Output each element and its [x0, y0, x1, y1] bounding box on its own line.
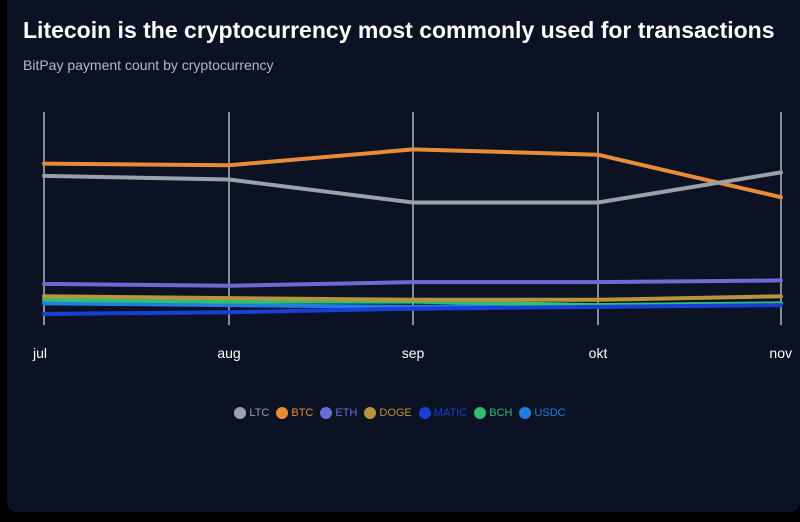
chart-card	[7, 0, 800, 512]
legend-item-doge[interactable]: DOGE	[364, 407, 412, 419]
x-tick-aug: aug	[217, 345, 240, 361]
x-tick-okt: okt	[589, 345, 608, 361]
legend-dot-icon	[418, 407, 431, 419]
legend-label: BCH	[489, 407, 513, 419]
series-line-matic	[42, 303, 783, 316]
chart-title: Litecoin is the cryptocurrency most comm…	[23, 17, 775, 43]
x-tick-nov: nov	[769, 345, 792, 361]
legend-dot-icon	[519, 407, 532, 419]
series-lines	[42, 147, 783, 316]
chart-subtitle: BitPay payment count by cryptocurrency	[23, 57, 274, 73]
series-line-ltc	[42, 170, 783, 205]
grid-lines	[43, 112, 782, 325]
legend-item-btc[interactable]: BTC	[276, 407, 313, 419]
legend-label: USDC	[534, 407, 566, 419]
x-tick-jul: jul	[32, 345, 47, 361]
legend-item-ltc[interactable]: LTC	[234, 407, 269, 419]
legend-label: MATIC	[433, 407, 468, 419]
legend-dot-icon	[364, 407, 377, 419]
legend-dot-icon	[276, 407, 289, 419]
legend-label: LTC	[249, 407, 270, 419]
series-line-doge	[42, 294, 783, 302]
legend-item-eth[interactable]: ETH	[320, 407, 357, 419]
legend-item-bch[interactable]: BCH	[474, 407, 512, 419]
legend: LTC BTC ETH DOGE MATIC BCH USDC	[0, 407, 800, 419]
legend-dot-icon	[474, 407, 487, 419]
x-tick-sep: sep	[402, 345, 425, 361]
legend-item-matic[interactable]: MATIC	[418, 407, 468, 419]
legend-dot-icon	[234, 407, 247, 419]
legend-item-usdc[interactable]: USDC	[519, 407, 566, 419]
legend-label: BTC	[291, 407, 314, 419]
series-line-btc	[42, 147, 783, 200]
legend-dot-icon	[320, 407, 333, 419]
legend-label: ETH	[335, 407, 358, 419]
legend-label: DOGE	[379, 407, 412, 419]
x-axis-ticks: jul aug sep okt nov	[32, 345, 792, 361]
series-line-eth	[42, 278, 783, 288]
